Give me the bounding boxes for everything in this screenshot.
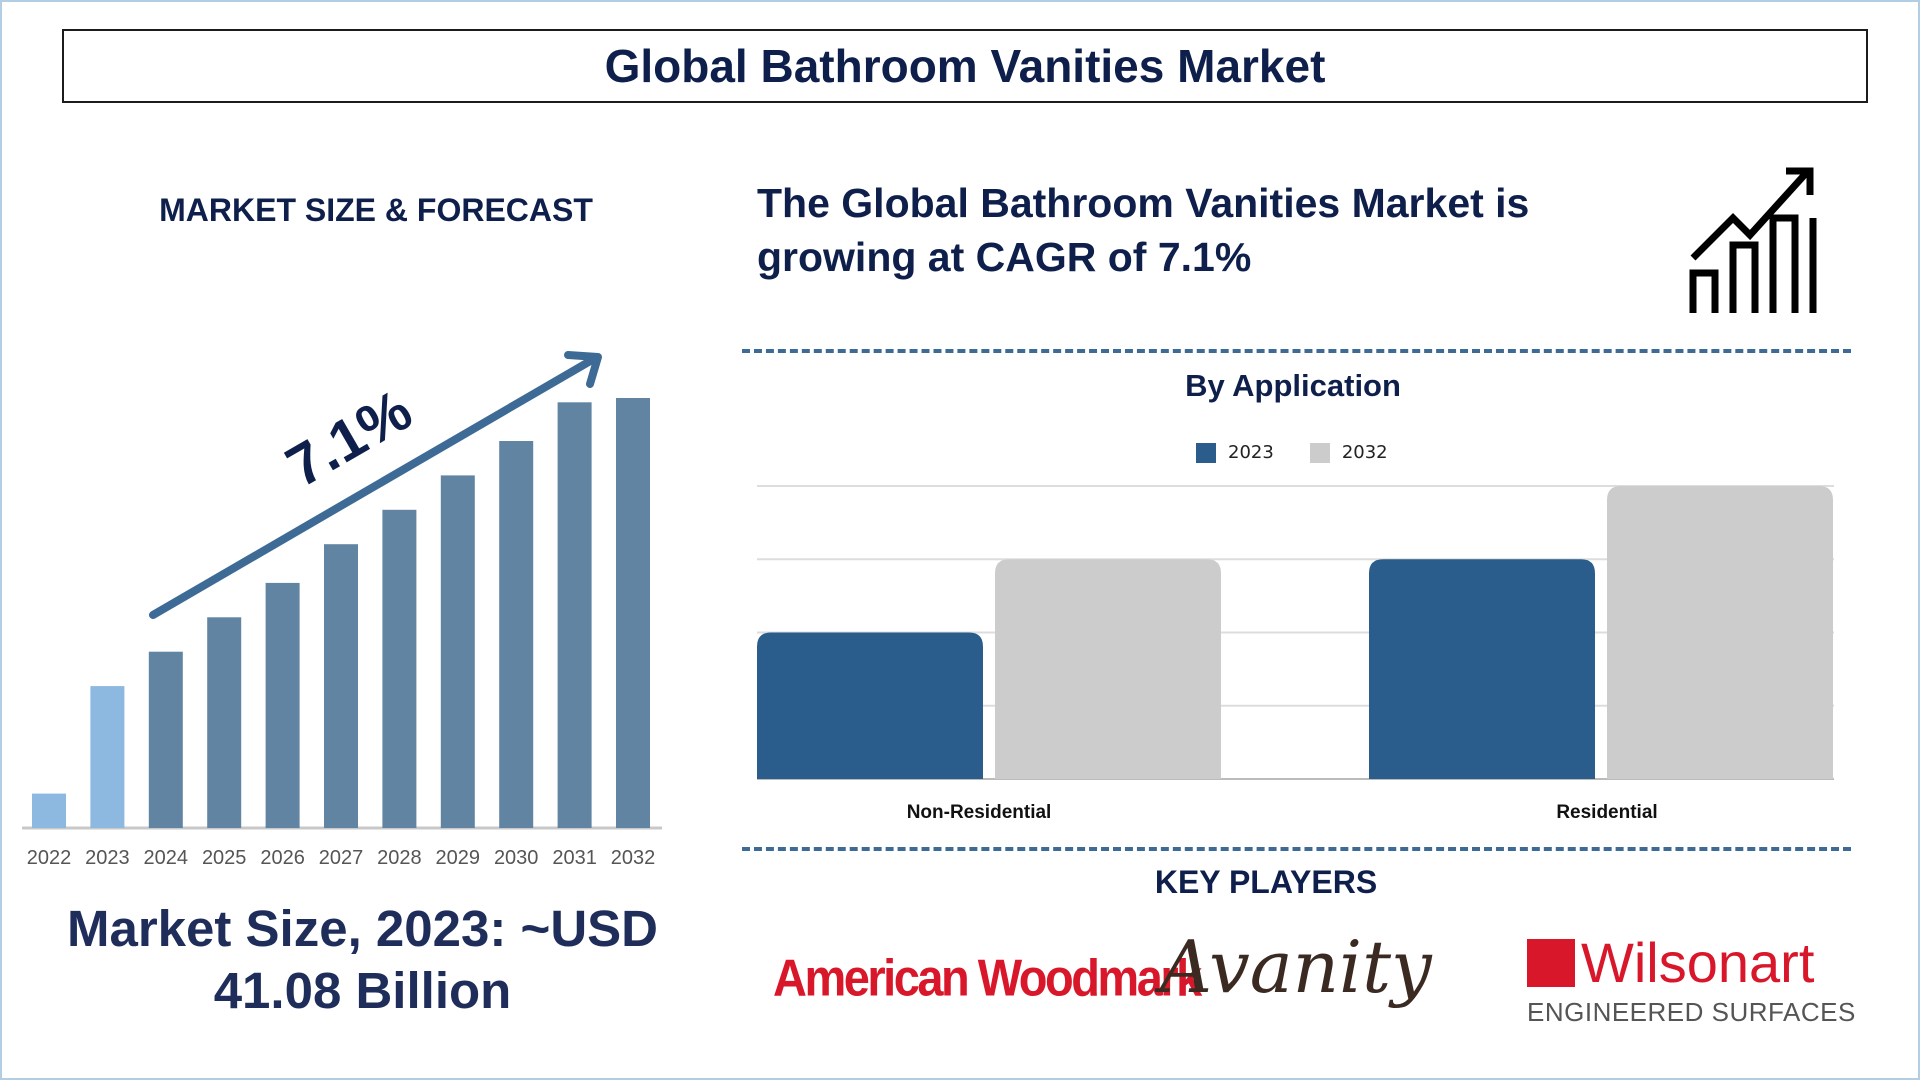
bar-2028 <box>382 509 417 828</box>
year-label-2024: 2024 <box>144 847 189 869</box>
year-label-2025: 2025 <box>202 847 247 869</box>
year-label-2030: 2030 <box>494 847 539 869</box>
bar-2025 <box>207 617 242 828</box>
bar-2026 <box>265 582 300 828</box>
bar-2027 <box>324 544 358 828</box>
growth-arrow-head-icon <box>564 351 602 388</box>
market-size-line2: 41.08 Billion <box>213 962 512 1019</box>
bar-2031 <box>557 402 592 828</box>
bar-residential-2032 <box>1607 486 1833 779</box>
bar-2029 <box>440 475 475 828</box>
year-label-2028: 2028 <box>377 847 422 869</box>
logo-american-woodmark: American Woodmark <box>773 948 1202 1007</box>
headline-line1: The Global Bathroom Vanities Market is <box>757 180 1530 226</box>
by-application-chart <box>757 485 1834 780</box>
year-label-2023: 2023 <box>85 847 130 869</box>
year-label-2032: 2032 <box>611 847 656 869</box>
growth-arrow <box>149 356 596 619</box>
legend-swatch-2023 <box>1196 442 1216 463</box>
year-label-2022: 2022 <box>27 847 72 869</box>
bar-2032 <box>616 398 650 828</box>
cagr-headline: The Global Bathroom Vanities Market is g… <box>757 176 1529 284</box>
wilsonart-tagline: ENGINEERED SURFACES <box>1527 997 1856 1027</box>
market-forecast-chart: 2022 2023 2024 2025 2026 2027 2028 2029 2030 2031… <box>22 351 662 869</box>
year-label-2029: 2029 <box>436 847 481 869</box>
section-divider-2 <box>742 847 1851 851</box>
section-divider <box>742 349 1851 353</box>
market-size-line1: Market Size, 2023: ~USD <box>66 900 659 957</box>
legend-label-2032: 2032 <box>1341 442 1388 463</box>
key-players-heading: KEY PLAYERS <box>1154 864 1378 900</box>
market-size-heading: MARKET SIZE & FORECAST <box>159 192 593 228</box>
legend-label-2023: 2023 <box>1228 442 1274 463</box>
bar-non-residential-2023 <box>757 632 983 779</box>
logo-wilsonart: Wilsonart ENGINEERED SURFACES <box>1527 935 1856 1028</box>
by-application-heading: By Application <box>1185 368 1401 403</box>
year-label-2026: 2026 <box>260 847 305 869</box>
category-label-residential: Residential <box>1556 802 1658 823</box>
wilsonart-name: Wilsonart <box>1581 931 1815 994</box>
category-label-non-residential: Non-Residential <box>906 802 1052 823</box>
page-title: Global Bathroom Vanities Market <box>62 29 1868 103</box>
headline-line2: growing at CAGR of 7.1% <box>757 234 1252 280</box>
bar-2022 <box>32 793 66 828</box>
year-label-2031: 2031 <box>552 847 597 869</box>
growth-chart-icon <box>1689 167 1817 313</box>
bar-2024 <box>148 651 183 828</box>
wilsonart-mark-icon <box>1527 939 1575 987</box>
bar-2030 <box>499 441 534 828</box>
bar-non-residential-2032 <box>995 559 1221 779</box>
bar-residential-2023 <box>1369 559 1595 779</box>
year-label-2027: 2027 <box>319 847 364 869</box>
market-size-text: Market Size, 2023: ~USD 41.08 Billion <box>20 898 705 1022</box>
avanity-wordmark: Avanity <box>1160 925 1432 1009</box>
logo-avanity: Avanity <box>1160 925 1432 1009</box>
chart-legend: 2023 2032 <box>1196 442 1388 463</box>
legend-swatch-2032 <box>1309 442 1330 463</box>
bar-2023 <box>90 686 125 828</box>
